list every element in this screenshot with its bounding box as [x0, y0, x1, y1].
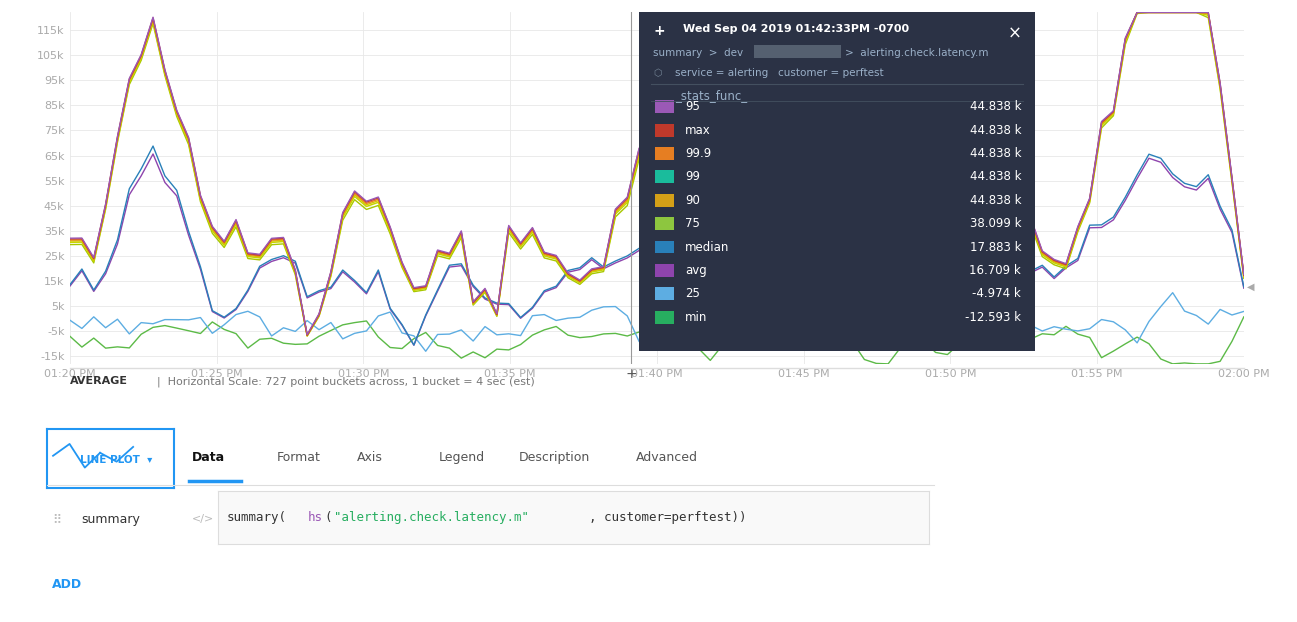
Text: 90: 90 — [685, 193, 700, 207]
Text: ADD: ADD — [52, 578, 82, 591]
Text: Data: Data — [192, 451, 226, 463]
Text: Wed Sep 04 2019 01:42:33PM -0700: Wed Sep 04 2019 01:42:33PM -0700 — [684, 24, 909, 34]
Text: Description: Description — [519, 451, 590, 463]
FancyBboxPatch shape — [754, 45, 842, 58]
Text: (: ( — [324, 511, 332, 524]
FancyBboxPatch shape — [655, 241, 674, 253]
Text: summary(: summary( — [227, 511, 287, 524]
Text: -12.593 k: -12.593 k — [965, 311, 1021, 323]
Text: </>: </> — [192, 514, 214, 524]
Text: avg: avg — [685, 264, 707, 277]
Text: Legend: Legend — [438, 451, 485, 463]
FancyBboxPatch shape — [655, 311, 674, 323]
Text: AVERAGE: AVERAGE — [70, 376, 128, 386]
Text: 95: 95 — [685, 100, 700, 113]
Text: Advanced: Advanced — [636, 451, 698, 463]
Text: 38.099 k: 38.099 k — [970, 217, 1021, 230]
Text: 44.838 k: 44.838 k — [970, 100, 1021, 113]
Text: median: median — [685, 241, 729, 254]
Text: _stats_func_: _stats_func_ — [674, 89, 747, 102]
Text: >  alerting.check.latency.m: > alerting.check.latency.m — [846, 48, 988, 58]
Text: 25: 25 — [685, 287, 700, 300]
Text: hs: hs — [307, 511, 323, 524]
Text: -4.974 k: -4.974 k — [973, 287, 1021, 300]
Text: 17.883 k: 17.883 k — [970, 241, 1021, 254]
Text: summary: summary — [82, 513, 140, 526]
Text: LINE PLOT  ▾: LINE PLOT ▾ — [80, 455, 153, 465]
Text: +: + — [654, 24, 665, 39]
FancyBboxPatch shape — [655, 217, 674, 230]
FancyBboxPatch shape — [655, 124, 674, 136]
Text: Format: Format — [276, 451, 320, 463]
Text: ×: × — [1008, 24, 1021, 42]
Text: service = alerting   customer = perftest: service = alerting customer = perftest — [674, 68, 883, 78]
Text: +: + — [625, 366, 637, 381]
FancyBboxPatch shape — [655, 264, 674, 277]
FancyBboxPatch shape — [655, 287, 674, 300]
Text: , customer=perftest)): , customer=perftest)) — [589, 511, 746, 524]
FancyBboxPatch shape — [655, 100, 674, 113]
Text: 44.838 k: 44.838 k — [970, 193, 1021, 207]
FancyBboxPatch shape — [655, 147, 674, 160]
Text: 44.838 k: 44.838 k — [970, 147, 1021, 160]
Text: max: max — [685, 124, 711, 137]
Text: 99.9: 99.9 — [685, 147, 711, 160]
Text: ◀: ◀ — [1246, 282, 1254, 292]
Text: min: min — [685, 311, 707, 323]
FancyBboxPatch shape — [655, 194, 674, 207]
Text: 75: 75 — [685, 217, 700, 230]
Text: 44.838 k: 44.838 k — [970, 170, 1021, 183]
Text: Axis: Axis — [357, 451, 383, 463]
FancyBboxPatch shape — [655, 170, 674, 183]
Text: 44.838 k: 44.838 k — [970, 124, 1021, 137]
Text: summary  >  dev: summary > dev — [654, 48, 743, 58]
Text: 16.709 k: 16.709 k — [969, 264, 1021, 277]
Text: 99: 99 — [685, 170, 700, 183]
Text: "alerting.check.latency.m": "alerting.check.latency.m" — [335, 511, 529, 524]
Text: ⬡: ⬡ — [654, 68, 661, 78]
Text: ⠿: ⠿ — [52, 513, 61, 526]
Text: |  Horizontal Scale: 727 point buckets across, 1 bucket = 4 sec (est): | Horizontal Scale: 727 point buckets ac… — [150, 376, 536, 387]
